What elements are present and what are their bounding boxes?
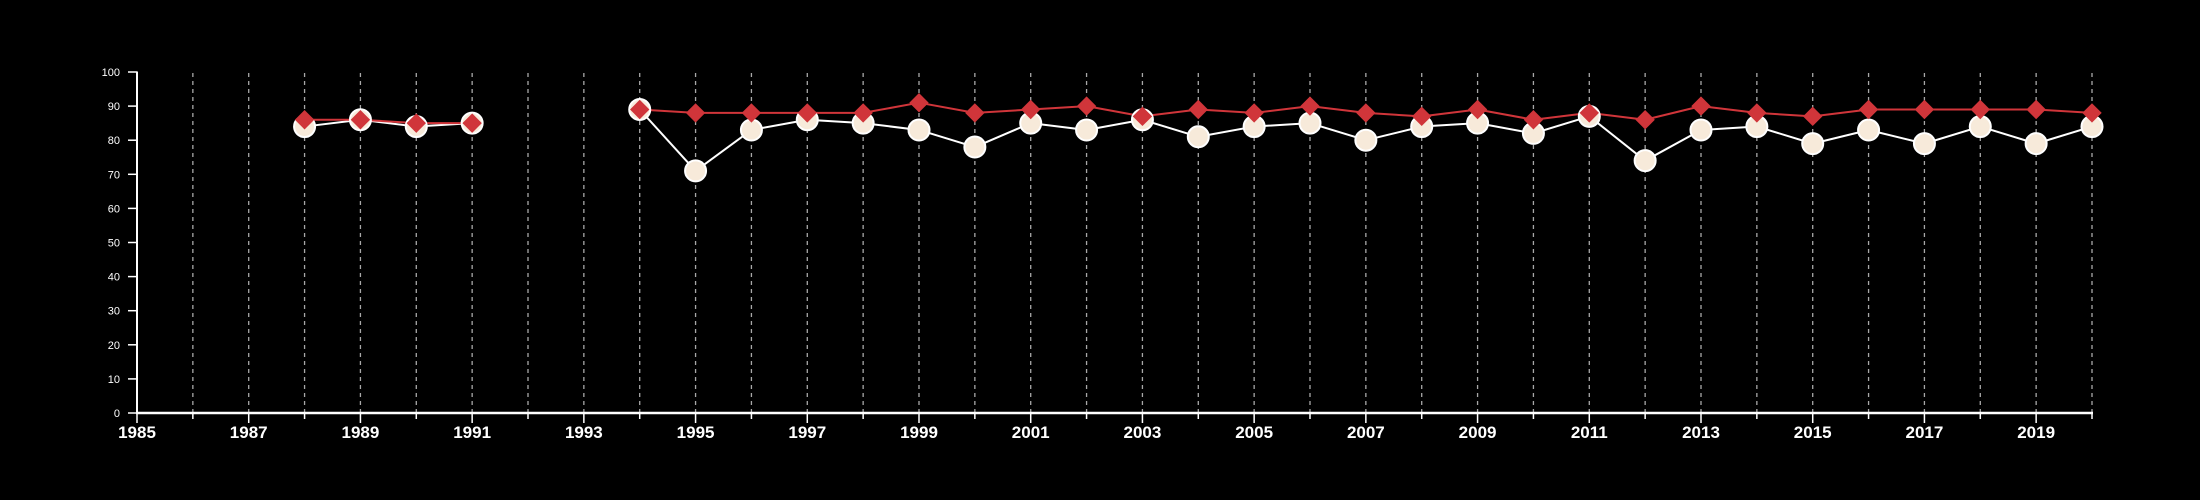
data-point-diamond [965, 103, 985, 123]
data-point-circle [907, 118, 931, 142]
data-point-circle [1075, 118, 1099, 142]
data-point-diamond [1970, 99, 1990, 120]
data-point-diamond [406, 113, 426, 133]
data-point-diamond [797, 103, 817, 123]
x-tick-label: 2019 [2017, 423, 2055, 442]
y-tick-label: 40 [108, 272, 120, 284]
data-point-diamond [1188, 99, 1208, 120]
x-tick-label: 2007 [1347, 423, 1385, 442]
x-tick-label: 1999 [900, 423, 938, 442]
y-tick-label: 0 [114, 408, 120, 420]
data-point-diamond [1412, 106, 1432, 127]
y-tick-label: 90 [108, 101, 120, 113]
x-tick-label: 2017 [1906, 423, 1944, 442]
data-point-diamond [1747, 103, 1767, 123]
x-tick-label: 1997 [788, 423, 826, 442]
data-point-diamond [1691, 96, 1711, 116]
data-point-diamond [462, 113, 482, 133]
x-tick-label: 1995 [677, 423, 715, 442]
y-tick-label: 10 [108, 374, 120, 386]
x-tick-label: 1985 [118, 423, 156, 442]
data-point-diamond [1523, 110, 1544, 130]
data-point-circle [963, 135, 987, 159]
data-point-diamond [1635, 110, 1655, 130]
axes: 0 10 20 30 40 50 60 70 80 90 100 1985 1987 1989 1991 19… [102, 67, 2093, 442]
data-point-circle [2024, 132, 2048, 156]
x-tick-label: 2009 [1459, 423, 1497, 442]
data-point-circle [1912, 132, 1936, 156]
series-line [304, 118, 473, 125]
data-point-diamond [2026, 99, 2046, 120]
data-point-diamond [1356, 103, 1376, 123]
series-2-markers [294, 92, 2102, 133]
data-point-diamond [350, 110, 371, 130]
x-tick-label: 1993 [565, 423, 603, 442]
y-tick-label: 70 [108, 169, 120, 181]
x-tick-label: 1987 [230, 423, 268, 442]
data-point-diamond [741, 103, 762, 123]
series-1-markers [293, 98, 2104, 183]
data-point-diamond [1858, 99, 1879, 120]
x-tick-label: 2013 [1682, 423, 1720, 442]
x-tick-label: 2003 [1124, 423, 1162, 442]
data-point-diamond [1132, 106, 1153, 127]
data-point-circle [684, 159, 708, 183]
data-point-diamond [1076, 96, 1097, 116]
data-point-diamond [1021, 99, 1041, 120]
data-point-diamond [630, 99, 650, 120]
data-point-diamond [1803, 106, 1823, 127]
data-point-diamond [1579, 103, 1599, 123]
vertical-gridlines [192, 72, 2093, 413]
data-point-circle [1186, 125, 1210, 149]
y-tick-label: 60 [108, 203, 120, 215]
y-tick-label: 80 [108, 135, 120, 147]
data-point-diamond [853, 103, 873, 123]
y-tick-label: 30 [108, 306, 120, 318]
data-point-diamond [1467, 99, 1488, 120]
data-point-diamond [909, 92, 929, 113]
data-point-circle [1689, 118, 1713, 142]
data-point-circle [1354, 128, 1378, 152]
x-tick-label: 2015 [1794, 423, 1832, 442]
y-tick-label: 50 [108, 238, 120, 250]
series-line [304, 118, 473, 128]
x-tick-label: 1989 [342, 423, 380, 442]
x-tick-label: 2001 [1012, 423, 1050, 442]
x-tick-label: 2011 [1571, 423, 1608, 442]
x-tick-label: 1991 [453, 423, 491, 442]
data-point-circle [1857, 118, 1881, 142]
y-tick-label: 100 [102, 67, 120, 79]
data-point-diamond [294, 110, 315, 130]
data-point-circle [1633, 149, 1657, 173]
data-point-diamond [685, 103, 706, 123]
data-point-diamond [1914, 99, 1935, 120]
y-tick-label: 20 [108, 340, 120, 352]
data-point-circle [1801, 132, 1825, 156]
data-point-diamond [1244, 103, 1264, 123]
data-point-diamond [2082, 103, 2102, 123]
x-tick-label: 2005 [1235, 423, 1273, 442]
data-point-diamond [1300, 96, 1320, 116]
series-layer [293, 92, 2104, 183]
